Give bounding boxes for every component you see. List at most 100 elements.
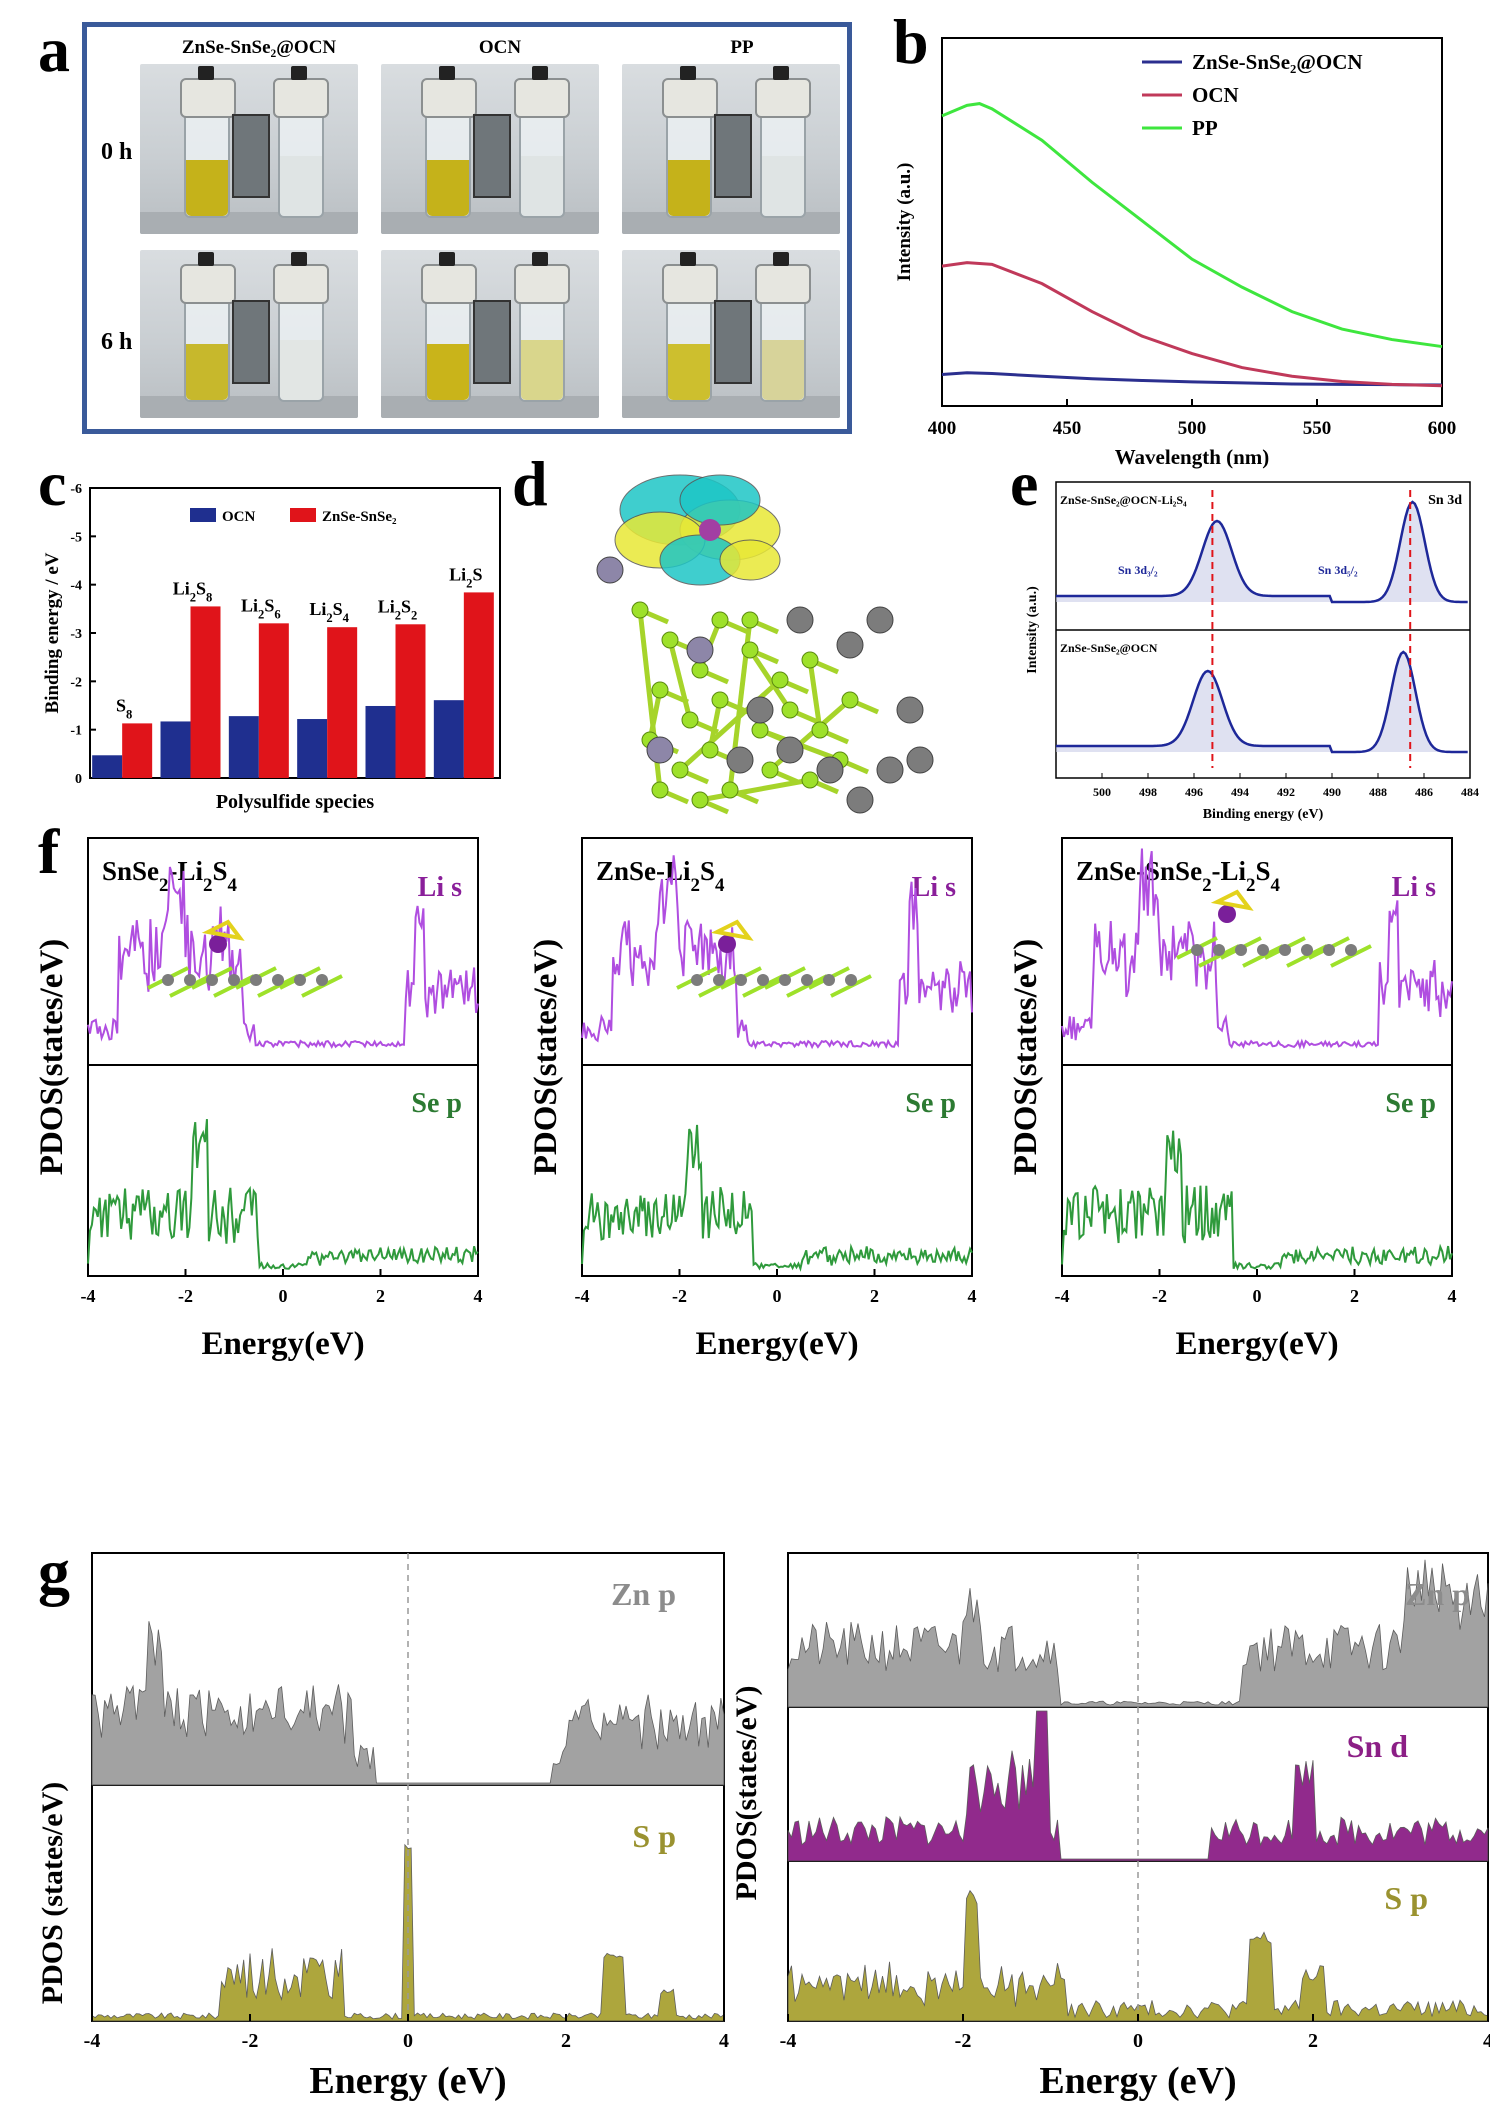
title-2-b-sub: 2 bbox=[1246, 875, 1255, 896]
title-2-b-main: -Li bbox=[1212, 856, 1247, 886]
y-tick-label: -5 bbox=[70, 530, 82, 545]
se-atom bbox=[661, 631, 679, 649]
se-atom bbox=[721, 781, 739, 799]
se-p-curve-2 bbox=[1061, 1130, 1453, 1271]
se-atom bbox=[681, 711, 699, 729]
se-atom bbox=[701, 741, 719, 759]
element-label: Sn 3d bbox=[1428, 493, 1462, 508]
vial-photo-r0-c0 bbox=[140, 64, 358, 234]
x-tick-label: -4 bbox=[84, 2030, 101, 2052]
cat-2-b-main: S bbox=[264, 595, 274, 615]
title-2-a-main: ZnSe-SnSe bbox=[1076, 856, 1202, 886]
panel-letter-a: a bbox=[38, 14, 70, 85]
title-0-c-main: S bbox=[212, 856, 227, 886]
panel-f-pdos: SnSe2-Li2S4 Li sSe p-4 -2 0 2 4Energy(eV)PDOS… bbox=[34, 837, 1457, 1362]
y-axis-label-1: PDOS(states/eV) bbox=[528, 939, 564, 1175]
bar-1-1 bbox=[190, 606, 221, 778]
se-atom bbox=[741, 641, 759, 659]
y-tick-label: 0 bbox=[75, 772, 82, 787]
li-s-curve-2 bbox=[1061, 848, 1453, 1050]
x-tick-label: 4 bbox=[474, 1286, 483, 1306]
sn-atom bbox=[596, 556, 624, 584]
panel-d-charge-density-structure bbox=[596, 474, 934, 815]
category-label-4: Li2S2 bbox=[378, 596, 418, 622]
zn-atom bbox=[846, 786, 874, 814]
series-line-1 bbox=[1056, 650, 1468, 754]
thumb-li-atom bbox=[718, 935, 736, 953]
legend-label-0: OCN bbox=[222, 509, 256, 525]
bar-0-0 bbox=[92, 755, 123, 778]
x-tick-label: -4 bbox=[780, 2030, 797, 2052]
x-tick-label: 0 bbox=[1253, 1286, 1262, 1306]
cat-5-a-main: Li bbox=[449, 564, 466, 584]
cat-0-a-main: S bbox=[116, 695, 126, 715]
vial-photo-r1-c1 bbox=[381, 250, 599, 418]
thumb-metal-atom bbox=[1301, 944, 1313, 956]
x-tick-label: -2 bbox=[1152, 1286, 1167, 1306]
bar-1-5 bbox=[463, 592, 494, 778]
panel-c-chart: 0 -1 -2 -3 -4 -5 -6 Binding energy / eV Polysulf… bbox=[42, 482, 501, 813]
y-axis-label: Intensity (a.u.) bbox=[1025, 586, 1040, 674]
x-tick-label: 494 bbox=[1231, 785, 1249, 799]
se-atom bbox=[841, 691, 859, 709]
bar-1-2 bbox=[258, 623, 289, 778]
vial-photo-r0-c1 bbox=[381, 64, 599, 234]
zn-atom bbox=[896, 696, 924, 724]
x-axis-label-2: Energy(eV) bbox=[1175, 1326, 1338, 1362]
thumb-metal-atom bbox=[250, 974, 262, 986]
bar-0-1 bbox=[160, 721, 191, 778]
vial-photo-r1-c2 bbox=[622, 250, 840, 418]
x-tick-label: 550 bbox=[1303, 418, 1332, 439]
thumb-metal-atom bbox=[1279, 944, 1291, 956]
zn-atom bbox=[876, 756, 904, 784]
panel-letter-d: d bbox=[512, 448, 548, 519]
x-axis-label-left: Energy (eV) bbox=[309, 2060, 506, 2101]
cat-2-a-main: Li bbox=[241, 595, 258, 615]
se-atom bbox=[811, 721, 829, 739]
cat-1-b-sub: 8 bbox=[206, 590, 212, 604]
legend-swatch-0 bbox=[190, 508, 216, 522]
x-tick-label: 486 bbox=[1415, 785, 1433, 799]
label-s-p-right: S p bbox=[1384, 1880, 1428, 1916]
thumb-li-atom bbox=[1218, 905, 1236, 923]
li-s-label-2: Li s bbox=[1392, 872, 1436, 903]
series-fill-1 bbox=[1056, 652, 1470, 752]
x-tick-label: 500 bbox=[1178, 418, 1207, 439]
cat-2-b-sub: 6 bbox=[274, 607, 280, 621]
x-tick-label: 500 bbox=[1093, 785, 1111, 799]
x-tick-label: 4 bbox=[1483, 2030, 1490, 2052]
se-atom bbox=[691, 791, 709, 809]
title-1-a-sub: 2 bbox=[691, 875, 700, 896]
charge-lobe bbox=[679, 474, 761, 526]
legend-label-1: OCN bbox=[1192, 83, 1239, 107]
x-tick-label: -4 bbox=[1055, 1286, 1070, 1306]
pdos-title-0: SnSe2-Li2S4 bbox=[102, 856, 238, 896]
zn-atom bbox=[726, 746, 754, 774]
bar-1-4 bbox=[395, 624, 426, 778]
se-atom bbox=[711, 691, 729, 709]
series-line-0 bbox=[1056, 500, 1468, 604]
y-tick-label: -4 bbox=[70, 579, 82, 594]
thumb-s-ring bbox=[710, 919, 754, 941]
thumb-metal-atom bbox=[1213, 944, 1225, 956]
zn-p-area-right bbox=[787, 1559, 1489, 1708]
category-label-0: S8 bbox=[116, 695, 132, 721]
x-tick-label: 498 bbox=[1139, 785, 1157, 799]
col-label-2: OCN bbox=[478, 37, 522, 58]
col-label-1: ZnSe-SnSe₂@OCN bbox=[181, 37, 337, 58]
y-axis-label: Intensity (a.u.) bbox=[894, 163, 915, 282]
x-tick-label: 4 bbox=[1448, 1286, 1457, 1306]
thumb-metal-atom bbox=[757, 974, 769, 986]
bottom-series-label: ZnSe-SnSe₂@OCN bbox=[1060, 641, 1158, 655]
x-tick-label: 484 bbox=[1461, 785, 1479, 799]
li-s-curve-0 bbox=[87, 866, 479, 1050]
x-tick-label: 2 bbox=[1350, 1286, 1359, 1306]
title-0-b-main: -Li bbox=[169, 856, 204, 886]
zn-atom bbox=[866, 606, 894, 634]
bond bbox=[747, 648, 793, 712]
x-tick-label: 0 bbox=[1133, 2030, 1143, 2052]
panel-letter-e: e bbox=[1010, 448, 1039, 519]
bond bbox=[699, 777, 811, 803]
s-p-area-right bbox=[787, 1889, 1489, 2022]
se-atom bbox=[771, 671, 789, 689]
